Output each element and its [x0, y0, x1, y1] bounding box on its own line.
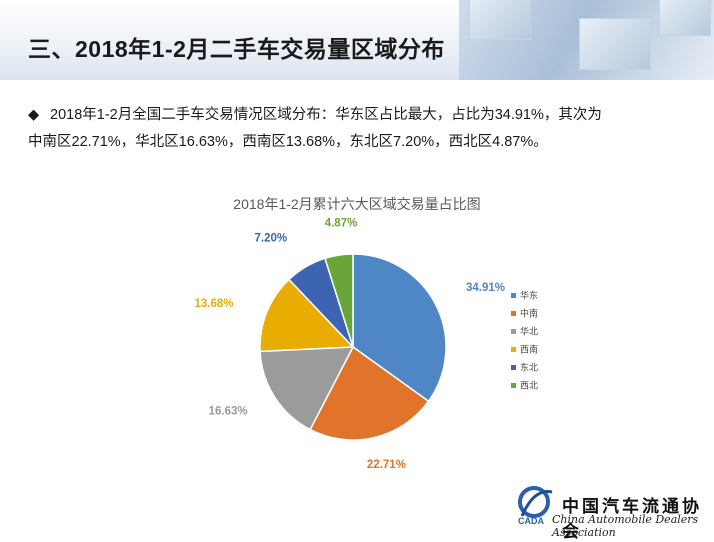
legend-label-中南: 中南: [520, 308, 538, 319]
legend-swatch-东北: [511, 365, 516, 370]
header-decoration: [459, 0, 714, 80]
summary-line-2: 中南区22.71%，华北区16.63%，西南区13.68%，东北区7.20%，西…: [28, 129, 678, 156]
legend-label-西北: 西北: [520, 381, 538, 391]
pie-slice-华东: [352, 253, 447, 403]
logo-mark-text: CADA: [518, 516, 544, 526]
summary-text-1: 2018年1-2月全国二手车交易情况区域分布：华东区占比最大，占比为34.91%…: [50, 107, 602, 123]
legend-label-东北: 东北: [520, 362, 538, 373]
diamond-bullet-icon: ◆: [28, 107, 40, 123]
decorative-cube: [659, 0, 711, 36]
logo-english-name: China Automobile Dealers Association: [552, 513, 699, 539]
slice-label-西北: 4.87%: [325, 217, 358, 229]
summary-text-2: 中南区22.71%，华北区16.63%，西南区13.68%，东北区7.20%，西…: [28, 134, 548, 150]
pie-slice-西北: [324, 253, 354, 348]
cada-logo: CADA 中国汽车流通协会 China Automobile Dealers A…: [512, 480, 712, 542]
pie-slice-华北: [259, 346, 355, 431]
legend-swatch-华北: [511, 329, 516, 334]
summary-bullet: ◆ 2018年1-2月全国二手车交易情况区域分布：华东区占比最大，占比为34.91…: [28, 102, 678, 156]
slice-label-东北: 7.20%: [255, 232, 288, 244]
slide-header: 三、2018年1-2月二手车交易量区域分布: [0, 0, 714, 80]
cada-logo-mark-icon: CADA: [518, 486, 553, 526]
slice-label-华东: 34.91%: [466, 282, 505, 294]
pie-slice-中南: [309, 345, 430, 441]
legend-swatch-中南: [511, 311, 516, 316]
pie-slice-西南: [259, 278, 355, 353]
summary-line-1: ◆ 2018年1-2月全国二手车交易情况区域分布：华东区占比最大，占比为34.91…: [28, 102, 678, 129]
legend-label-西南: 西南: [520, 344, 538, 355]
slice-label-西南: 13.68%: [195, 298, 234, 310]
slice-label-中南: 22.71%: [367, 459, 406, 471]
page-title: 三、2018年1-2月二手车交易量区域分布: [28, 36, 445, 62]
legend-label-华东: 华东: [520, 290, 538, 301]
chart-title: 2018年1-2月累计六大区域交易量占比图: [233, 196, 481, 212]
decorative-cube: [469, 0, 531, 40]
legend-swatch-华东: [511, 293, 516, 298]
decorative-cube: [579, 18, 651, 70]
legend-swatch-西南: [511, 347, 516, 352]
legend-swatch-西北: [511, 383, 516, 388]
slice-label-华北: 16.63%: [209, 406, 248, 418]
legend-label-华北: 华北: [520, 326, 538, 337]
